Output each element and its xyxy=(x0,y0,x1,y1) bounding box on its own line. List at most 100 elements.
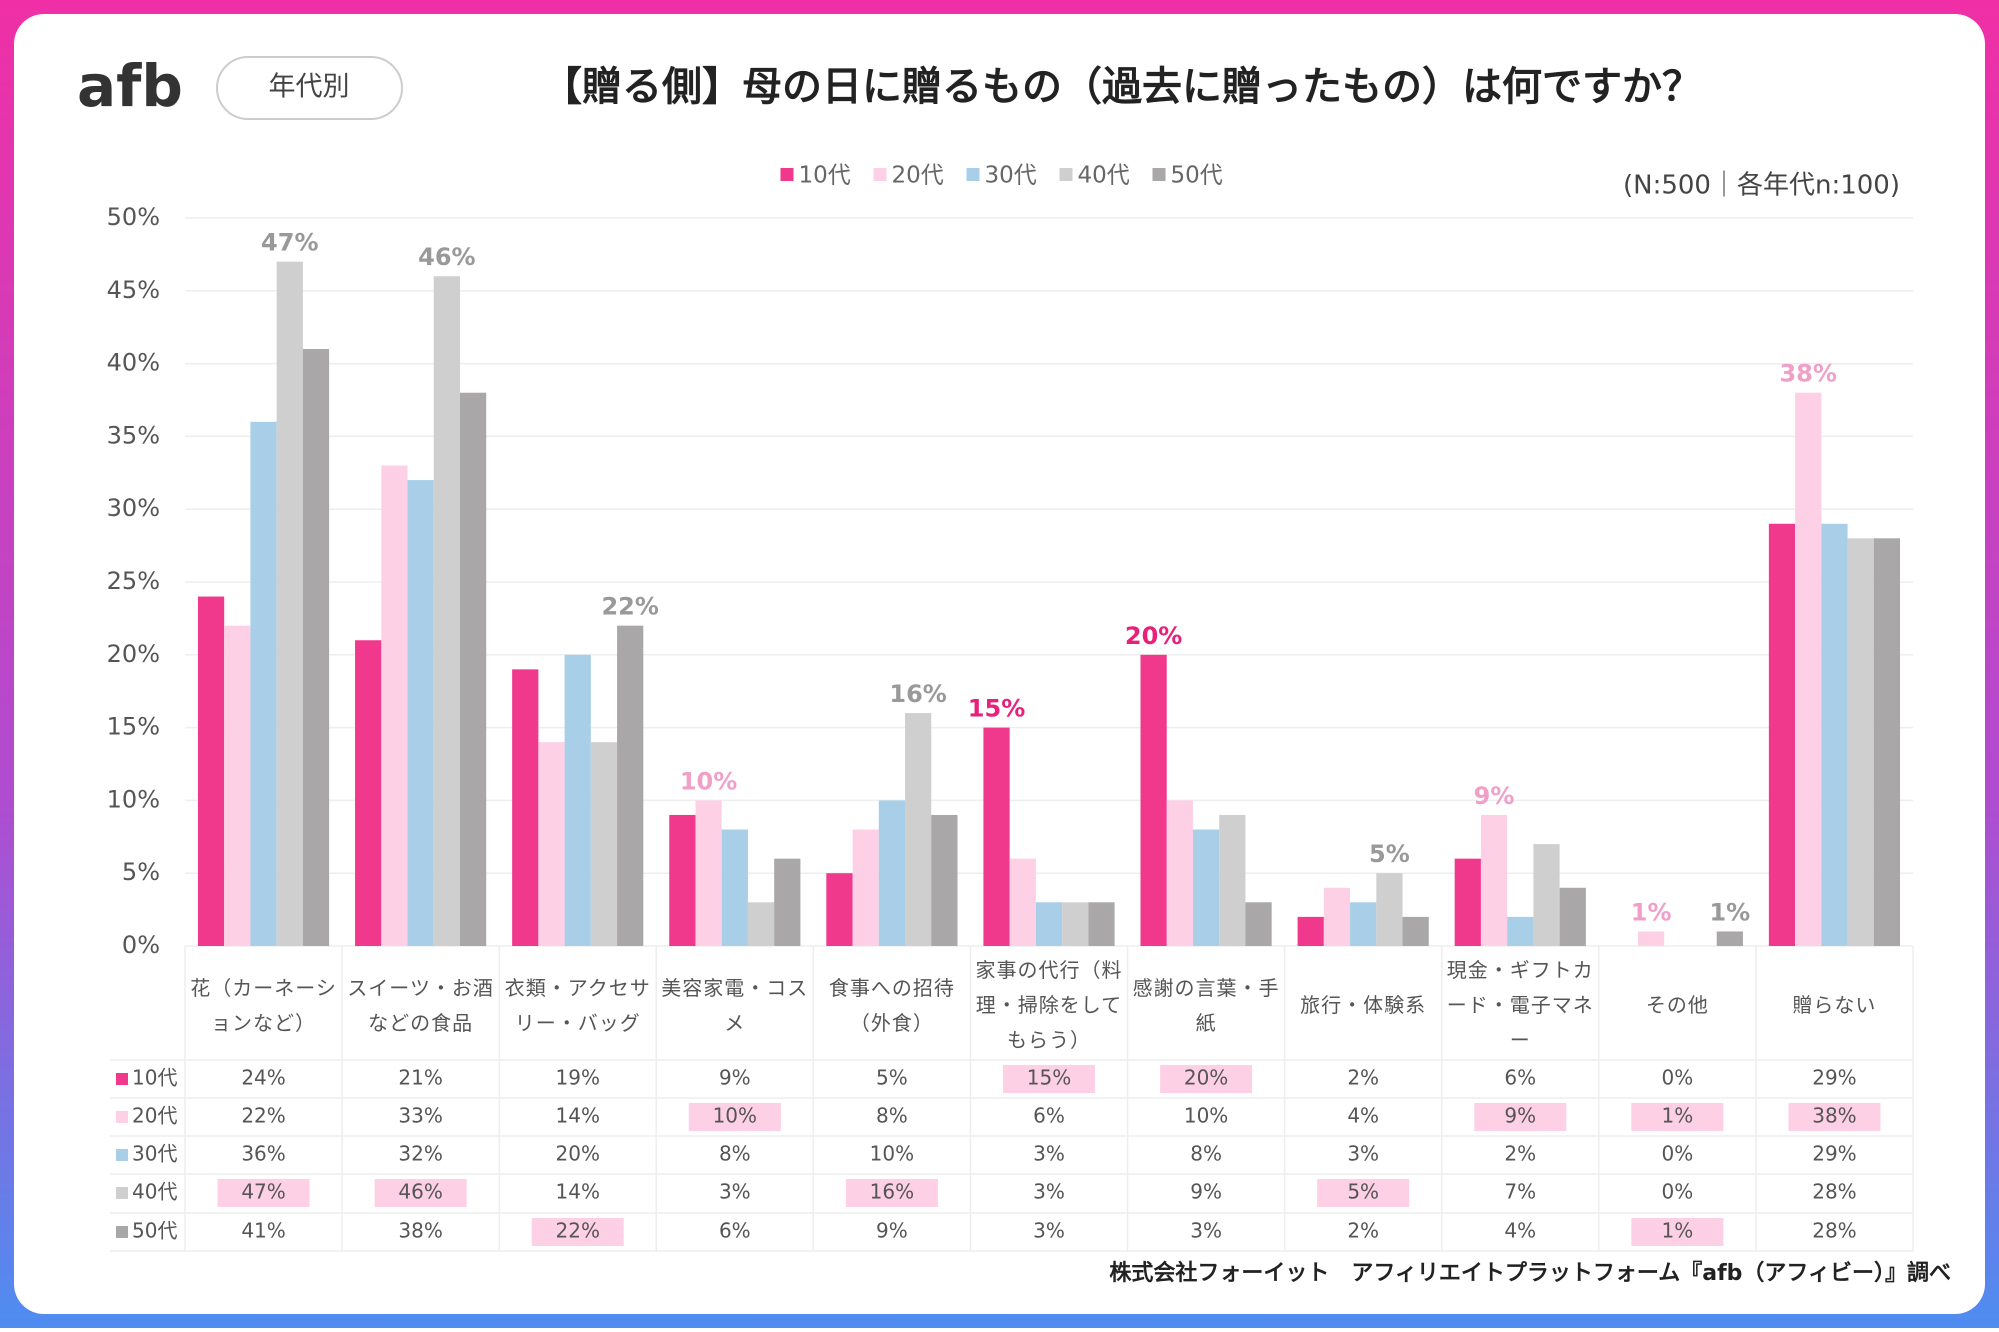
cell-highlight xyxy=(688,1103,781,1131)
legend-label: 10代 xyxy=(799,163,851,189)
cell-value: 4% xyxy=(1347,1104,1379,1128)
bar xyxy=(878,800,906,946)
category-label-box: スイーツ・お酒などの食品 xyxy=(347,976,493,1035)
row-swatch xyxy=(116,1149,128,1161)
bar xyxy=(1192,829,1220,946)
cell-highlight xyxy=(217,1179,310,1207)
cell-value: 0% xyxy=(1661,1066,1693,1090)
y-tick-label: 30% xyxy=(107,494,160,522)
bar xyxy=(1638,931,1665,946)
cell-value: 28% xyxy=(1812,1219,1856,1243)
footer: 株式会社フォーイット アフィリエイトプラットフォーム『afb（アフィビー）』調べ xyxy=(1109,1260,1951,1286)
cell-value: 38% xyxy=(398,1219,442,1243)
bar xyxy=(1454,858,1481,946)
cell-value: 33% xyxy=(398,1104,442,1128)
bar xyxy=(1323,887,1351,946)
cell-value: 29% xyxy=(1812,1066,1856,1090)
bar xyxy=(381,465,408,946)
legend-label: 50代 xyxy=(1171,163,1223,189)
bar-value-label: 20% xyxy=(1125,622,1182,650)
cell-value: 47% xyxy=(241,1180,285,1204)
logo: afb xyxy=(77,52,183,120)
bar xyxy=(433,276,460,946)
legend-swatch xyxy=(873,168,887,181)
bar xyxy=(538,742,565,946)
bar xyxy=(1533,844,1560,946)
row-label: 40代 xyxy=(132,1180,177,1204)
bar-value-label: 5% xyxy=(1369,840,1410,868)
bar-value-label: 1% xyxy=(1709,898,1750,926)
bar xyxy=(905,713,932,946)
cell-value: 46% xyxy=(398,1180,442,1204)
category-label-box: 家事の代行（料理・掃除をしてもらう） xyxy=(975,958,1121,1052)
cell-value: 28% xyxy=(1812,1180,1856,1204)
cell-value: 3% xyxy=(719,1180,751,1204)
category-label-box: 感謝の言葉・手紙 xyxy=(1133,976,1279,1035)
bar xyxy=(1847,538,1874,946)
cell-value: 38% xyxy=(1812,1104,1856,1128)
category-label-box: 贈らない xyxy=(1792,993,1875,1017)
cell-value: 1% xyxy=(1661,1219,1693,1243)
cell-value: 6% xyxy=(719,1219,751,1243)
bar xyxy=(852,829,879,946)
row-label: 50代 xyxy=(132,1219,177,1243)
row-swatch xyxy=(116,1111,128,1123)
bar xyxy=(1245,902,1272,946)
bar xyxy=(695,800,722,946)
cell-value: 8% xyxy=(876,1104,908,1128)
bar xyxy=(1088,902,1115,946)
badge xyxy=(216,56,403,120)
bar xyxy=(512,669,539,946)
bar xyxy=(407,480,434,946)
cell-value: 6% xyxy=(1033,1104,1065,1128)
cell-value: 3% xyxy=(1347,1142,1379,1166)
cell-value: 15% xyxy=(1027,1066,1071,1090)
cell-highlight xyxy=(1631,1218,1724,1246)
cell-value: 8% xyxy=(719,1142,751,1166)
category-label: その他 xyxy=(1645,993,1709,1017)
bar xyxy=(1062,902,1089,946)
cell-value: 2% xyxy=(1347,1219,1379,1243)
chart-title: 【贈る側】母の日に贈るもの（過去に贈ったもの）は何ですか？ xyxy=(542,64,1702,110)
category-label: 旅行・体験系 xyxy=(1300,993,1427,1017)
cell-value: 8% xyxy=(1190,1142,1222,1166)
bar xyxy=(931,814,958,946)
bar xyxy=(1376,873,1403,946)
cell-value: 41% xyxy=(241,1219,285,1243)
cell-value: 9% xyxy=(876,1219,908,1243)
bar-value-label: 15% xyxy=(968,695,1025,723)
category-label-box: 食事への招待（外食） xyxy=(828,975,955,1035)
legend-label: 20代 xyxy=(892,163,944,189)
bar xyxy=(355,640,382,946)
bar xyxy=(774,858,801,946)
note: (N:500｜各年代n:100) xyxy=(1623,171,1900,201)
legend-label: 30代 xyxy=(985,163,1037,189)
cell-value: 6% xyxy=(1504,1066,1536,1090)
cell-value: 2% xyxy=(1347,1066,1379,1090)
cell-value: 10% xyxy=(1184,1104,1228,1128)
bar-value-label: 10% xyxy=(680,767,737,795)
cell-highlight xyxy=(1788,1103,1881,1131)
bar-value-label: 1% xyxy=(1631,898,1672,926)
y-tick-label: 15% xyxy=(107,713,160,741)
cell-value: 20% xyxy=(556,1142,600,1166)
category-label: 食事への招待（外食） xyxy=(828,975,955,1035)
bar xyxy=(721,829,748,946)
cell-value: 9% xyxy=(1190,1180,1222,1204)
cell-value: 24% xyxy=(241,1066,285,1090)
y-tick-label: 20% xyxy=(107,640,160,668)
bar xyxy=(1559,887,1586,946)
cell-value: 20% xyxy=(1184,1066,1228,1090)
legend-swatch xyxy=(1152,168,1166,181)
legend-swatch xyxy=(1059,168,1073,181)
category-label-box: その他 xyxy=(1645,993,1709,1017)
legend-label: 40代 xyxy=(1078,163,1130,189)
row-swatch xyxy=(116,1226,128,1238)
bar-value-label: 16% xyxy=(889,680,946,708)
cell-value: 21% xyxy=(398,1066,442,1090)
cell-value: 5% xyxy=(876,1066,908,1090)
cell-value: 9% xyxy=(1504,1104,1536,1128)
bar xyxy=(1480,814,1508,946)
y-tick-label: 0% xyxy=(122,931,160,959)
cell-value: 29% xyxy=(1812,1142,1856,1166)
